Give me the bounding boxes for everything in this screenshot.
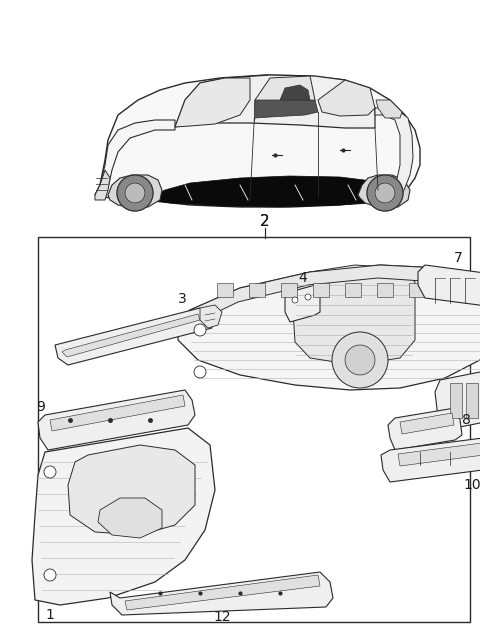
Polygon shape (388, 408, 462, 450)
Text: 2: 2 (260, 214, 270, 230)
Bar (313, 283, 329, 297)
Text: 1: 1 (46, 608, 54, 622)
Bar (345, 283, 361, 297)
Circle shape (194, 324, 206, 336)
Text: 2: 2 (260, 214, 270, 230)
Polygon shape (400, 413, 454, 434)
Polygon shape (285, 285, 320, 322)
Circle shape (44, 466, 56, 478)
Circle shape (305, 294, 311, 300)
Circle shape (125, 183, 145, 203)
Polygon shape (62, 314, 200, 357)
Circle shape (292, 297, 298, 303)
Polygon shape (381, 428, 480, 482)
Circle shape (194, 366, 206, 378)
Bar (217, 283, 233, 297)
Polygon shape (175, 78, 250, 127)
Polygon shape (292, 265, 415, 365)
Bar (377, 283, 393, 297)
Polygon shape (255, 76, 315, 112)
Circle shape (44, 569, 56, 581)
Circle shape (367, 175, 403, 211)
Bar (450, 383, 462, 418)
Polygon shape (435, 368, 480, 430)
Bar (409, 283, 425, 297)
Polygon shape (200, 305, 222, 328)
Circle shape (117, 175, 153, 211)
Polygon shape (318, 80, 375, 116)
Polygon shape (148, 176, 408, 207)
Text: 7: 7 (454, 251, 462, 265)
Polygon shape (125, 575, 320, 610)
Polygon shape (32, 428, 215, 605)
Polygon shape (108, 175, 162, 208)
Bar (249, 283, 265, 297)
Polygon shape (55, 308, 212, 365)
Text: 9: 9 (36, 400, 45, 414)
Polygon shape (376, 100, 402, 118)
Polygon shape (398, 433, 480, 466)
Polygon shape (50, 395, 185, 431)
Polygon shape (38, 390, 195, 450)
Polygon shape (280, 85, 310, 100)
Polygon shape (178, 265, 480, 390)
Bar (38, 237, 470, 622)
Polygon shape (95, 120, 175, 198)
Bar (441, 283, 457, 297)
Polygon shape (68, 445, 195, 535)
Text: 3: 3 (178, 292, 186, 306)
Circle shape (375, 183, 395, 203)
Bar (466, 383, 478, 418)
Text: 12: 12 (213, 610, 231, 624)
Text: 8: 8 (462, 413, 471, 427)
Bar (281, 283, 297, 297)
Polygon shape (375, 108, 413, 200)
Polygon shape (175, 75, 375, 128)
Circle shape (332, 332, 388, 388)
Circle shape (345, 345, 375, 375)
Polygon shape (254, 100, 318, 124)
Polygon shape (95, 75, 420, 207)
Polygon shape (95, 170, 110, 200)
Polygon shape (418, 265, 480, 308)
Text: 10: 10 (463, 478, 480, 492)
Polygon shape (190, 265, 480, 325)
Text: 4: 4 (299, 271, 307, 285)
Polygon shape (98, 498, 162, 538)
Bar (473, 283, 480, 297)
Polygon shape (358, 175, 410, 208)
Polygon shape (110, 572, 333, 615)
